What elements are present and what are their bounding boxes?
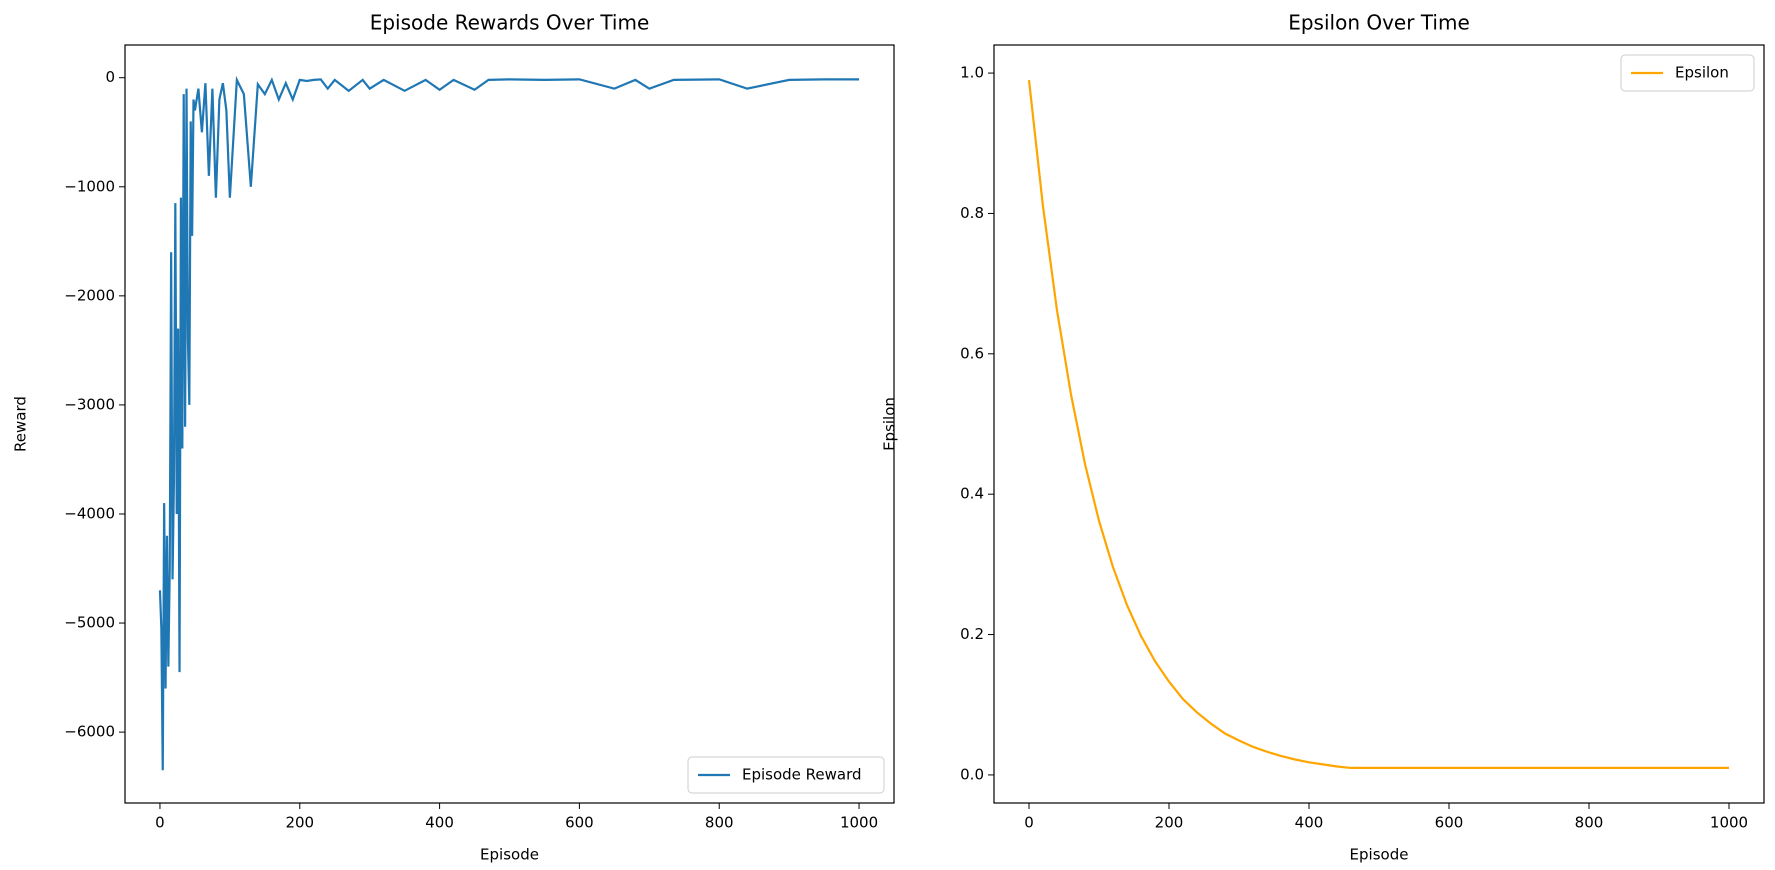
y-tick-label: 0.4 <box>960 485 984 503</box>
y-tick-label: −6000 <box>64 723 115 741</box>
y-axis-label: Epsilon <box>881 397 899 451</box>
x-tick-label: 800 <box>705 814 734 832</box>
x-tick-label: 0 <box>1024 814 1034 832</box>
x-tick-label: 200 <box>1155 814 1184 832</box>
chart-title: Episode Rewards Over Time <box>370 11 650 35</box>
x-tick-label: 200 <box>285 814 314 832</box>
y-tick-label: −5000 <box>64 614 115 632</box>
y-tick-label: 0 <box>105 68 115 86</box>
x-tick-label: 0 <box>155 814 165 832</box>
y-tick-label: 0.0 <box>960 765 984 783</box>
legend-box <box>1620 54 1755 92</box>
y-tick-label: 1.0 <box>960 64 984 82</box>
legend: Epsilon <box>1620 54 1755 92</box>
x-tick-label: 400 <box>425 814 454 832</box>
y-tick-label: −2000 <box>64 286 115 304</box>
y-tick-label: 0.2 <box>960 625 984 643</box>
x-tick-label: 800 <box>1575 814 1604 832</box>
y-tick-label: −4000 <box>64 504 115 522</box>
x-axis-label: Episode <box>480 846 539 864</box>
data-line <box>1027 79 1729 770</box>
x-tick-label: 600 <box>1435 814 1464 832</box>
x-axis-label: Episode <box>1350 846 1409 864</box>
x-tick-label: 1000 <box>1710 814 1748 832</box>
legend: Episode Reward <box>687 756 885 794</box>
legend-label: Episode Reward <box>742 766 862 784</box>
legend-box <box>687 756 885 794</box>
legend-label: Epsilon <box>1675 64 1729 82</box>
data-line <box>158 75 860 771</box>
x-tick-label: 600 <box>565 814 594 832</box>
x-tick-label: 1000 <box>840 814 878 832</box>
y-axis-label: Reward <box>12 396 30 452</box>
y-tick-label: 0.8 <box>960 204 984 222</box>
plot-frame <box>993 44 1765 804</box>
y-tick-label: −3000 <box>64 395 115 413</box>
y-tick-label: 0.6 <box>960 344 984 362</box>
plot-frame <box>124 44 895 804</box>
chart-title: Epsilon Over Time <box>1288 11 1470 35</box>
x-tick-label: 400 <box>1295 814 1324 832</box>
y-tick-label: −1000 <box>64 177 115 195</box>
